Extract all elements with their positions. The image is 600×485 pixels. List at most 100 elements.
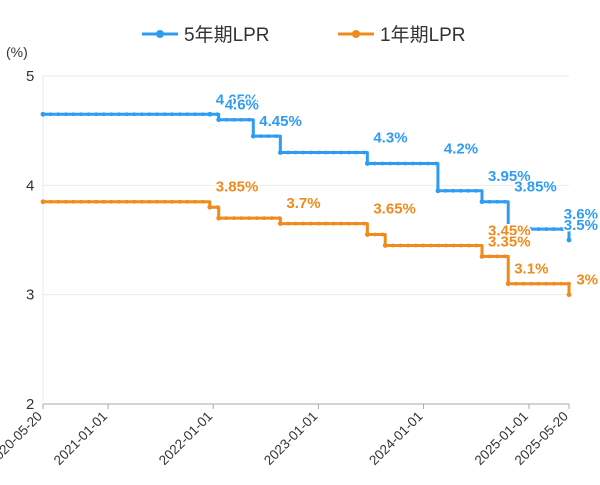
series-0-point	[40, 111, 46, 117]
series-0-point	[521, 227, 526, 231]
series-1-point	[277, 216, 282, 221]
series-1-point	[521, 281, 526, 286]
x-tick-2023-01-01: 2023-01-01	[261, 409, 320, 468]
series-0-point	[324, 150, 328, 155]
series-0-point	[443, 188, 448, 193]
series-0-point	[308, 150, 313, 155]
legend-label-1: 1年期LPR	[380, 24, 466, 46]
legend-label-0: 5年期LPR	[184, 24, 270, 46]
series-0-point	[362, 150, 366, 155]
series-0-point	[177, 112, 182, 117]
series-1-point	[362, 221, 366, 226]
series-0-point	[301, 150, 306, 155]
series-0-point	[155, 112, 159, 117]
series-0-point	[354, 150, 359, 155]
series-0-point	[117, 112, 121, 117]
series-0-point	[79, 112, 83, 117]
series-1-point	[421, 243, 426, 248]
series-0-point	[200, 112, 205, 117]
series-1-point	[109, 199, 114, 204]
series-0-point	[286, 150, 290, 155]
x-tick-2021-01-01: 2021-01-01	[51, 409, 110, 468]
series-0-point	[451, 188, 456, 193]
series-1-point	[207, 204, 213, 210]
series-1-point	[247, 216, 252, 221]
series-1-point	[94, 199, 99, 204]
series-1-point	[215, 205, 220, 210]
series-1-point	[428, 243, 433, 248]
series-1-point	[56, 199, 61, 204]
series-0-point	[536, 227, 541, 231]
series-0-point	[479, 199, 485, 205]
series-0-point	[466, 188, 471, 193]
data-label-0-4-6: 4.6%	[225, 97, 259, 114]
series-1-point	[270, 216, 274, 221]
series-1-point	[346, 221, 351, 226]
series-0-point	[232, 117, 236, 122]
y-tick-2: 2	[26, 396, 34, 413]
series-1-point	[529, 281, 533, 286]
series-0-point	[109, 112, 114, 117]
series-0-point	[258, 134, 263, 139]
data-label-0-3-85: 3.85%	[514, 179, 557, 196]
series-1-point	[193, 199, 197, 204]
series-0-point	[495, 199, 500, 204]
series-0-point	[316, 150, 321, 155]
series-1-point	[316, 221, 321, 226]
series-0-point	[566, 237, 572, 243]
series-0-point	[239, 117, 244, 122]
series-1-point	[117, 199, 121, 204]
series-1-point	[86, 199, 91, 204]
series-1-point	[567, 281, 571, 286]
series-0-point	[266, 134, 271, 139]
series-1-point	[559, 281, 564, 286]
series-0-point	[277, 150, 283, 155]
series-0-point	[505, 226, 511, 232]
data-label-0-3-6: 3.6%	[564, 206, 598, 223]
series-1-point	[495, 254, 500, 259]
series-0-point	[551, 227, 556, 231]
y-axis-ticks: 2 3 4 5	[26, 68, 34, 413]
series-1-point	[216, 215, 222, 221]
series-1-point	[40, 199, 46, 205]
series-1-point	[364, 232, 370, 237]
y-tick-4: 4	[26, 177, 34, 194]
data-label-0-3-95: 3.95%	[488, 168, 531, 185]
series-0-point	[48, 112, 53, 117]
series-1-point	[324, 221, 328, 226]
series-1-point	[466, 243, 471, 248]
series-0-point	[388, 161, 393, 166]
y-tick-3: 3	[26, 287, 34, 304]
series-1-point	[162, 199, 167, 204]
series-0-point	[132, 112, 137, 117]
series-1-point	[177, 199, 182, 204]
series-0-point	[193, 112, 197, 117]
series-1-point	[262, 216, 267, 221]
data-label-0-4-2: 4.2%	[444, 140, 478, 157]
series-0-point	[373, 161, 377, 166]
series-0-point	[544, 227, 549, 231]
series-0-point	[124, 112, 129, 117]
series-0-point	[274, 134, 278, 139]
series-1-point	[139, 199, 144, 204]
series-1-point	[239, 216, 244, 221]
series-1-point	[406, 243, 410, 248]
y-axis-unit: (%)	[6, 44, 28, 60]
data-label-1-3: 3%	[576, 272, 598, 289]
series-0-point	[247, 117, 252, 122]
series-0-point	[250, 133, 256, 139]
series-1-point	[505, 281, 511, 287]
x-tick-2020-05-20: 2020-05-20	[0, 409, 45, 468]
y-tick-5: 5	[26, 68, 34, 85]
series-1-point	[459, 243, 464, 248]
series-1-point	[373, 232, 377, 237]
series-1-point	[79, 199, 83, 204]
series-0-point	[433, 161, 438, 166]
series-1-point	[232, 216, 236, 221]
series-0-point	[380, 161, 385, 166]
series-1-point	[254, 216, 259, 221]
series-0-point	[63, 112, 68, 117]
series-0-point	[502, 199, 507, 204]
series-1-point	[474, 243, 479, 248]
series-1-point	[286, 221, 290, 226]
